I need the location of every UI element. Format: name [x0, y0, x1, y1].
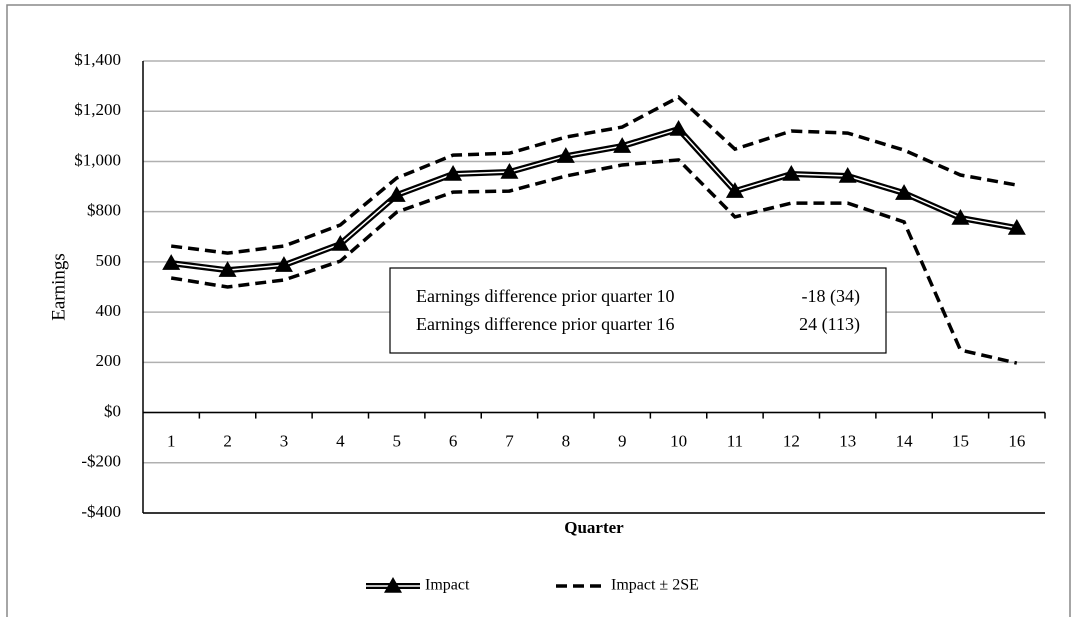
y-tick-label: $1,400 — [74, 50, 121, 69]
impact-marker — [218, 261, 237, 277]
impact-marker — [162, 254, 181, 270]
impact-marker — [838, 167, 857, 183]
y-tick-label: 500 — [96, 251, 122, 270]
impact-marker — [444, 165, 463, 181]
impact-line-inner — [171, 128, 1017, 271]
legend-label: Impact — [425, 577, 470, 594]
annotation-box — [389, 267, 887, 354]
x-tick-label: 14 — [896, 431, 914, 450]
impact-marker — [613, 137, 632, 153]
impact-marker — [1007, 218, 1026, 235]
x-tick-label: 15 — [952, 431, 969, 450]
x-tick-label: 1 — [167, 431, 176, 450]
annotation-label: Earnings difference prior quarter 10 — [416, 286, 675, 306]
impact-marker — [951, 208, 970, 225]
x-tick-label: 9 — [618, 431, 627, 450]
x-axis-label: Quarter — [564, 518, 624, 537]
impact-marker — [500, 162, 519, 179]
legend-marker — [384, 577, 402, 593]
impact-marker — [669, 120, 688, 136]
impact-marker — [387, 186, 406, 202]
impact-marker — [725, 182, 744, 198]
x-tick-label: 3 — [280, 431, 289, 450]
x-tick-label: 11 — [727, 431, 743, 450]
se-upper-line — [170, 95, 1018, 255]
x-tick-label: 4 — [336, 431, 345, 450]
x-tick-label: 2 — [223, 431, 232, 450]
y-tick-label: -$400 — [81, 502, 121, 521]
legend-label: Impact ± 2SE — [611, 577, 699, 594]
impact-marker — [331, 235, 350, 251]
y-tick-label: $800 — [87, 201, 121, 220]
annotation-value: 24 (113) — [799, 314, 860, 335]
x-tick-label: 8 — [562, 431, 571, 450]
se-lower-line — [170, 158, 1018, 365]
x-tick-label: 5 — [392, 431, 401, 450]
impact-marker — [556, 147, 575, 163]
y-tick-label: -$200 — [81, 452, 121, 471]
y-tick-label: 200 — [96, 351, 122, 370]
x-tick-label: 12 — [783, 431, 800, 450]
x-tick-label: 6 — [449, 431, 458, 450]
x-tick-label: 16 — [1008, 431, 1025, 450]
impact-marker — [895, 184, 914, 200]
x-tick-label: 7 — [505, 431, 514, 450]
impact-marker — [782, 165, 801, 181]
impact-line — [170, 125, 1018, 274]
frame — [6, 4, 1071, 617]
y-tick-label: $1,200 — [74, 100, 121, 119]
impact-marker — [274, 256, 293, 272]
x-tick-label: 10 — [670, 431, 687, 450]
y-tick-label: $1,000 — [74, 150, 121, 169]
y-tick-label: 400 — [96, 301, 122, 320]
annotation-label: Earnings difference prior quarter 16 — [416, 314, 675, 334]
annotation-value: -18 (34) — [802, 286, 860, 307]
y-tick-label: $0 — [104, 401, 121, 420]
x-tick-label: 13 — [839, 431, 856, 450]
y-axis-label: Earnings — [48, 253, 69, 321]
